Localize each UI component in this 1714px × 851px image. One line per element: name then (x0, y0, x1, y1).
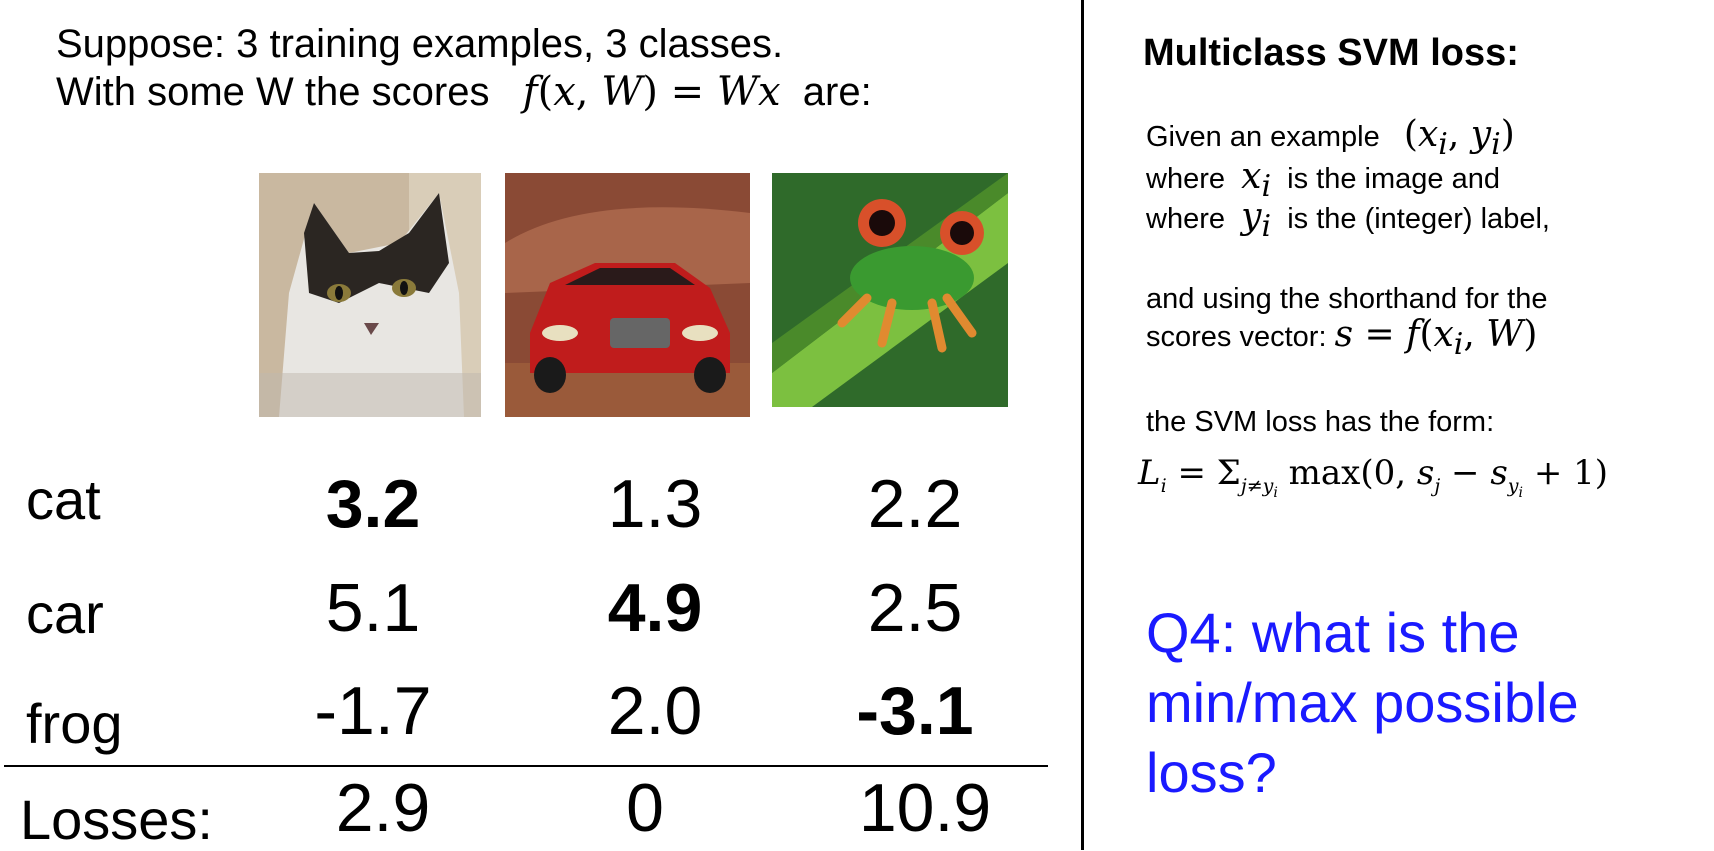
given-math: (xi, yi) (1403, 114, 1515, 163)
shorthand-line-2: scores vector: s = f(xi, W) (1146, 317, 1537, 362)
where-image-line: where xi is the image and (1146, 159, 1500, 204)
where1-prefix: where (1146, 163, 1225, 195)
score-car-img3: 2.5 (867, 570, 963, 646)
where1-math: xi (1241, 156, 1272, 205)
row-label-car: car (26, 582, 104, 645)
row-label-cat: cat (26, 468, 101, 531)
where1-suffix: is the image and (1287, 163, 1500, 195)
loss-img3: 10.9 (858, 770, 992, 846)
intro-line-1: Suppose: 3 training examples, 3 classes. (56, 22, 784, 66)
score-frog-img3: -3.1 (856, 673, 974, 749)
svm-loss-formula: Li = Σj≠yi max(0, sj − syi + 1) (1138, 453, 1609, 501)
score-cat-img2: 1.3 (607, 466, 703, 542)
score-frog-img1: -1.7 (314, 673, 432, 749)
cat-photo (259, 173, 481, 417)
form-line: the SVM loss has the form: (1146, 406, 1495, 438)
shorthand-line-1: and using the shorthand for the (1146, 283, 1548, 315)
car-photo (505, 173, 750, 417)
given-line: Given an example (xi, yi) (1146, 117, 1515, 162)
where2-prefix: where (1146, 203, 1225, 235)
score-cat-img1: 3.2 (325, 466, 421, 542)
shorthand-math: s = f(xi, W) (1334, 314, 1538, 363)
shorthand-prefix: scores vector: (1146, 321, 1327, 353)
intro-line-2-suffix: are: (802, 70, 872, 114)
score-frog-img2: 2.0 (607, 673, 703, 749)
intro-line-2: With some W the scores f(x, W) = Wx are: (56, 70, 872, 114)
given-prefix: Given an example (1146, 121, 1380, 153)
score-formula: f(x, W) = Wx (522, 69, 781, 115)
row-label-frog: frog (26, 692, 123, 755)
score-car-img1: 5.1 (325, 570, 421, 646)
where-label-line: where yi is the (integer) label, (1146, 199, 1550, 244)
intro-line-2-prefix: With some W the scores (56, 70, 490, 114)
panel-title: Multiclass SVM loss: (1143, 32, 1519, 74)
score-cat-img3: 2.2 (867, 466, 963, 542)
losses-label: Losses: (20, 788, 213, 851)
loss-img1: 2.9 (335, 770, 431, 846)
losses-separator (4, 765, 1048, 767)
where2-math: yi (1241, 196, 1272, 245)
loss-img2: 0 (626, 770, 664, 846)
question-text: Q4: what is the min/max possible loss? (1146, 601, 1579, 804)
score-car-img2: 4.9 (607, 570, 703, 646)
where2-suffix: is the (integer) label, (1287, 203, 1550, 235)
frog-photo (772, 173, 1008, 407)
panel-divider (1081, 0, 1084, 850)
